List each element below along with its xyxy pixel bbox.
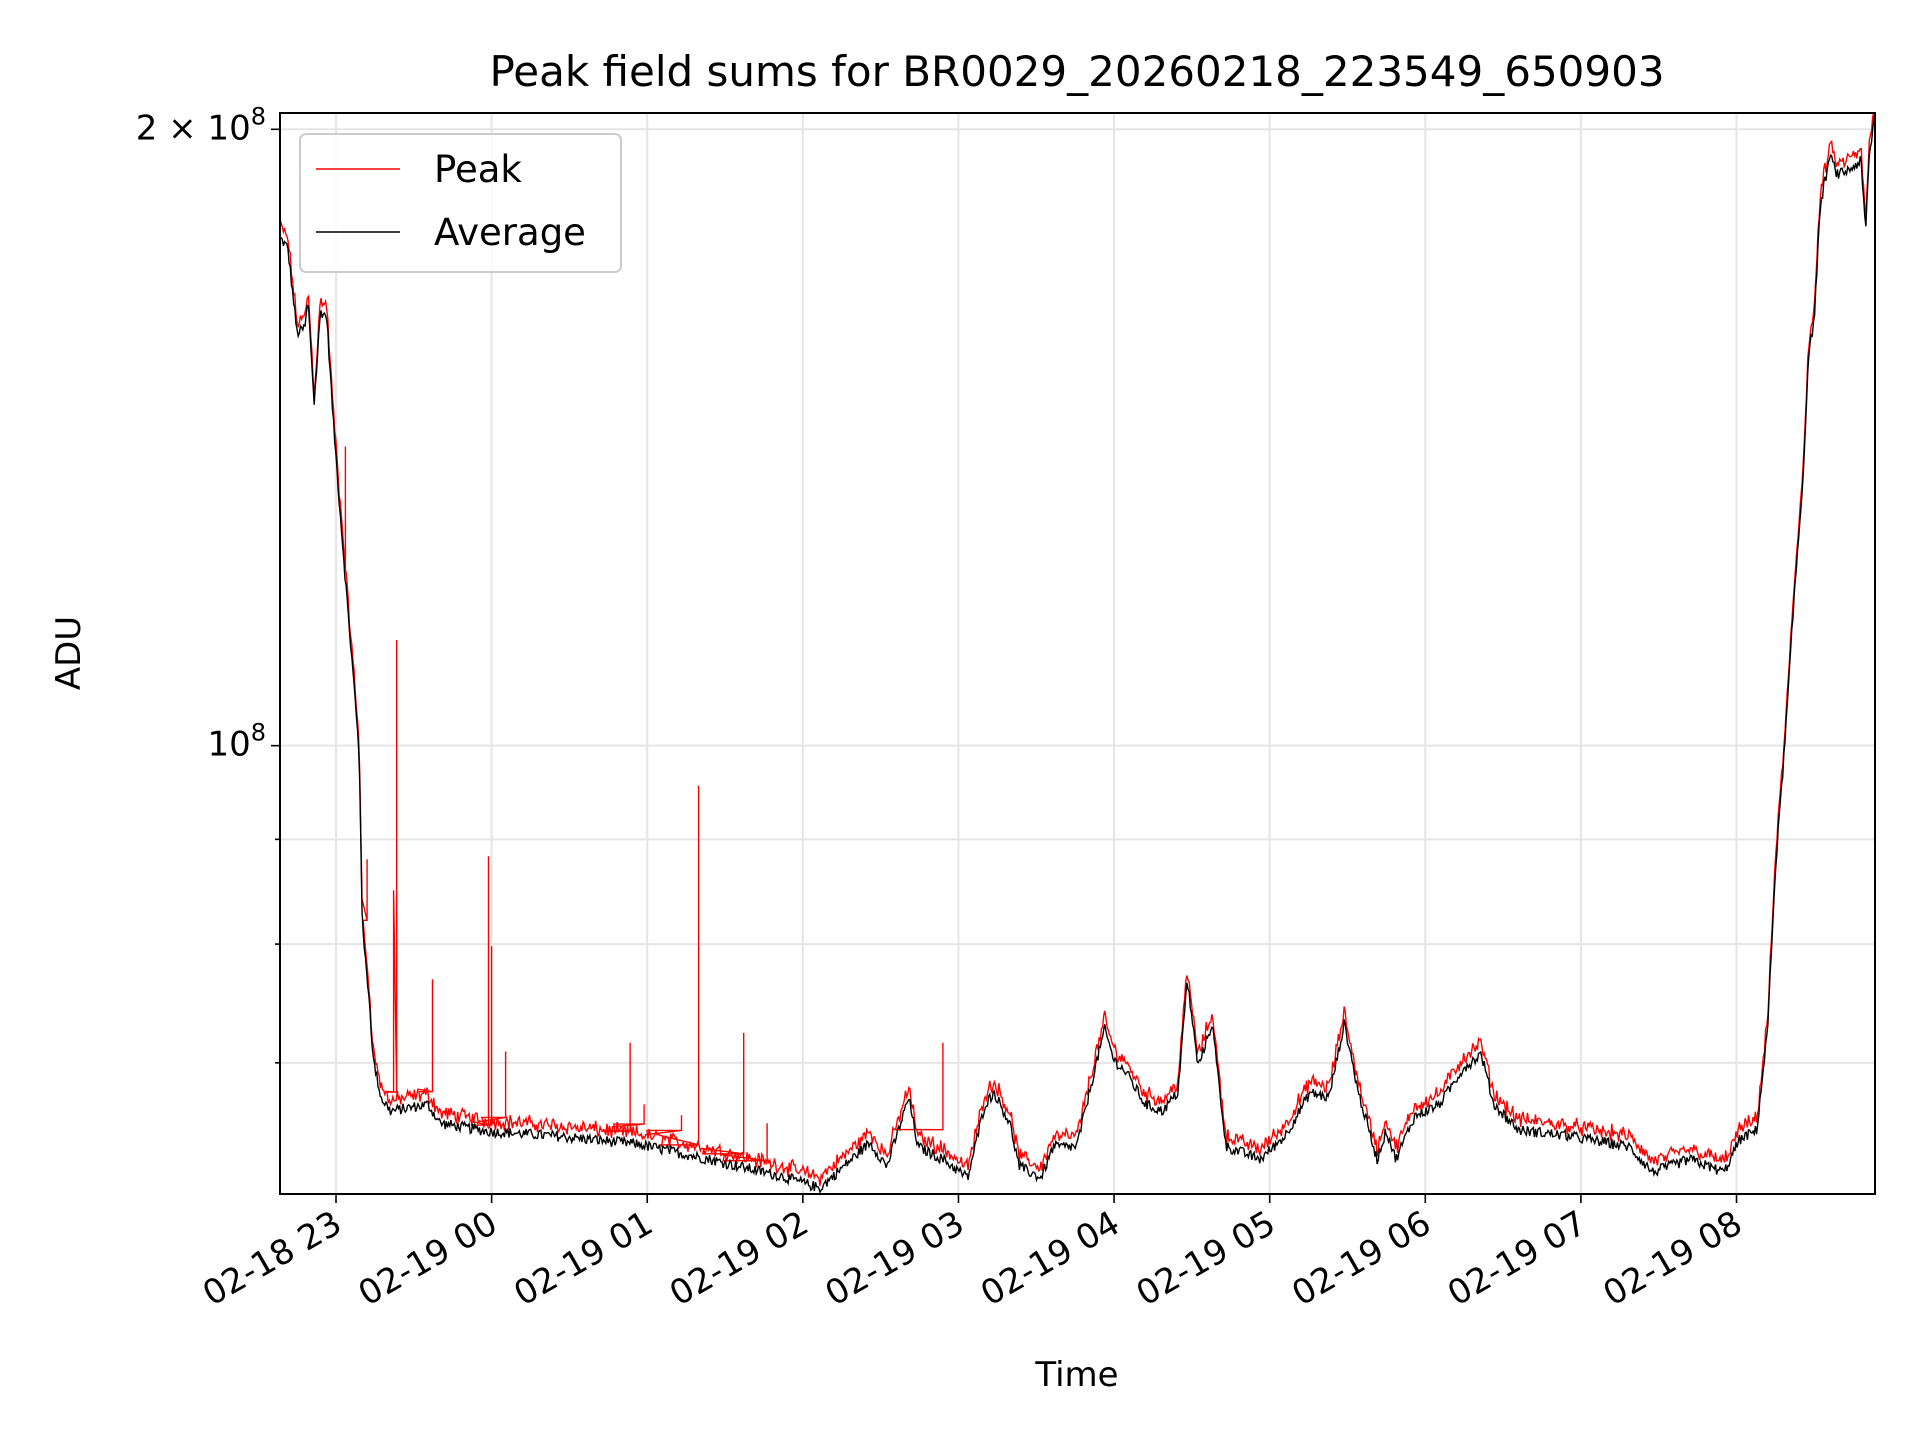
grid — [280, 113, 1875, 1194]
y-axis-label: ADU — [49, 616, 89, 690]
y-axis-ticks: 108 2 × 108 — [136, 102, 280, 1064]
y-tick-label: 2 × 108 — [136, 102, 266, 148]
legend: Peak Average — [299, 133, 622, 273]
series-line-average — [279, 112, 1876, 1195]
axes-frame — [279, 112, 1876, 1195]
legend-label-peak: Peak — [434, 148, 522, 191]
series-line-peak — [279, 112, 1875, 1186]
plot-area — [279, 112, 1876, 1195]
legend-label-average: Average — [434, 211, 586, 254]
chart-title: Peak field sums for BR0029_20260218_2235… — [489, 47, 1664, 96]
y-tick-label: 108 — [207, 719, 266, 765]
x-axis-label: Time — [1034, 1355, 1118, 1395]
